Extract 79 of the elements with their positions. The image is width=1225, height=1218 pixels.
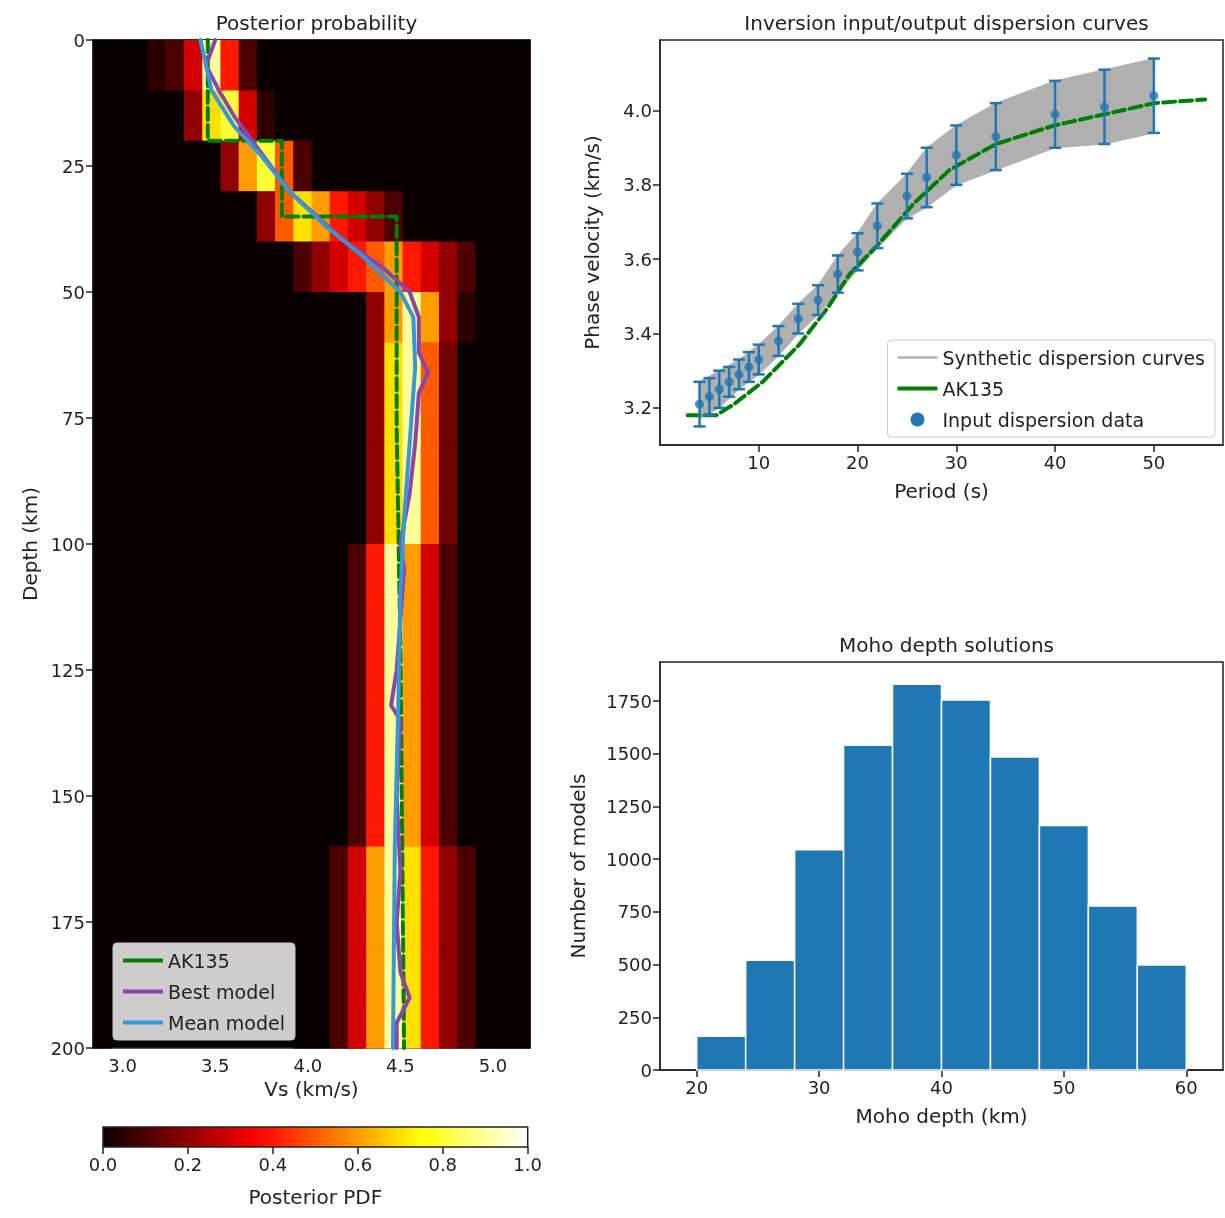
point — [1099, 102, 1109, 112]
x-axis-title: Moho depth (km) — [855, 1104, 1028, 1128]
y-tick-label: 1500 — [606, 743, 652, 765]
x-tick-label: 50 — [1142, 451, 1166, 473]
point — [991, 132, 1001, 142]
color-bar-label: 1.0 — [513, 1153, 543, 1175]
x-tick-label: 20 — [846, 451, 869, 473]
y-tick-label: 500 — [617, 954, 652, 976]
x-tick-label: 50 — [1052, 1076, 1076, 1098]
x-tick-label: 3.0 — [108, 1054, 137, 1076]
x-tick-label: 40 — [1043, 451, 1067, 473]
y-axis-title: Number of models — [566, 773, 590, 959]
y-tick-label: 250 — [617, 1006, 652, 1028]
color-bar-label: 0.6 — [343, 1153, 373, 1175]
legend-label: Mean model — [168, 1011, 285, 1034]
x-tick-label: 4.0 — [293, 1054, 323, 1076]
point — [793, 314, 803, 324]
color-bar-label: 0.8 — [428, 1153, 458, 1175]
legend-label: Input dispersion data — [942, 408, 1145, 431]
y-tick-label: 750 — [617, 901, 652, 923]
legend-label: Synthetic dispersion curves — [942, 346, 1205, 369]
y-tick-label: 1000 — [606, 848, 652, 870]
y-axis-title: Phase velocity (km/s) — [580, 135, 604, 350]
x-tick-label: 60 — [1174, 1076, 1198, 1098]
y-tick-label: 200 — [50, 1037, 85, 1059]
point — [951, 150, 961, 160]
x-axis-title: Period (s) — [894, 479, 989, 503]
point — [744, 362, 754, 372]
chart-title: Posterior probability — [215, 11, 418, 35]
chart-title: Moho depth solutions — [839, 633, 1054, 657]
y-tick-label: 125 — [50, 659, 85, 681]
point — [695, 399, 705, 409]
point — [1149, 91, 1159, 101]
y-tick-label: 50 — [62, 281, 85, 303]
x-tick-label: 30 — [807, 1076, 831, 1098]
point — [1050, 109, 1060, 119]
y-tick-label: 150 — [50, 785, 85, 807]
color-bar-label: 0.2 — [173, 1153, 203, 1175]
y-tick-label: 175 — [50, 911, 85, 933]
x-tick-label: 5.0 — [478, 1054, 508, 1076]
color-bar-label: 0.0 — [88, 1153, 118, 1175]
y-tick-label: 3.2 — [623, 397, 652, 419]
y-tick-label: 3.4 — [623, 323, 652, 345]
color-bar-title: Posterior PDF — [248, 1185, 383, 1209]
point — [872, 221, 882, 231]
x-tick-label: 40 — [930, 1076, 953, 1098]
x-tick-label: 20 — [685, 1076, 709, 1098]
y-tick-label: 25 — [62, 155, 85, 177]
point — [704, 392, 714, 402]
y-axis-title: Depth (km) — [17, 487, 42, 601]
point — [754, 355, 764, 365]
point — [734, 369, 744, 379]
y-tick-label: 0 — [73, 29, 85, 51]
y-tick-label: 3.6 — [623, 248, 652, 270]
y-tick-label: 4.0 — [623, 100, 652, 122]
point — [902, 191, 912, 201]
chart-title: Inversion input/output dispersion curves — [744, 11, 1149, 35]
x-tick-label: 3.5 — [200, 1054, 230, 1076]
y-tick-label: 3.8 — [623, 174, 652, 196]
x-tick-label: 4.5 — [386, 1054, 415, 1076]
y-tick-label: 1250 — [606, 795, 652, 817]
y-tick-label: 75 — [62, 407, 85, 429]
point — [714, 384, 724, 394]
color-bar-label: 0.4 — [258, 1153, 288, 1175]
y-tick-label: 1750 — [606, 690, 652, 712]
point — [724, 377, 734, 387]
point — [774, 336, 784, 346]
point — [833, 269, 843, 279]
legend-label: AK135 — [942, 377, 1005, 400]
legend-label: Best model — [168, 980, 276, 1003]
point — [922, 172, 932, 182]
x-tick-label: 30 — [944, 451, 968, 473]
point — [853, 247, 863, 257]
y-tick-label: 0 — [640, 1059, 652, 1081]
y-tick-label: 100 — [50, 533, 85, 555]
point — [813, 295, 823, 305]
x-axis-title: Vs (km/s) — [264, 1076, 359, 1101]
x-tick-label: 10 — [747, 451, 771, 473]
legend-label: AK135 — [168, 949, 230, 972]
